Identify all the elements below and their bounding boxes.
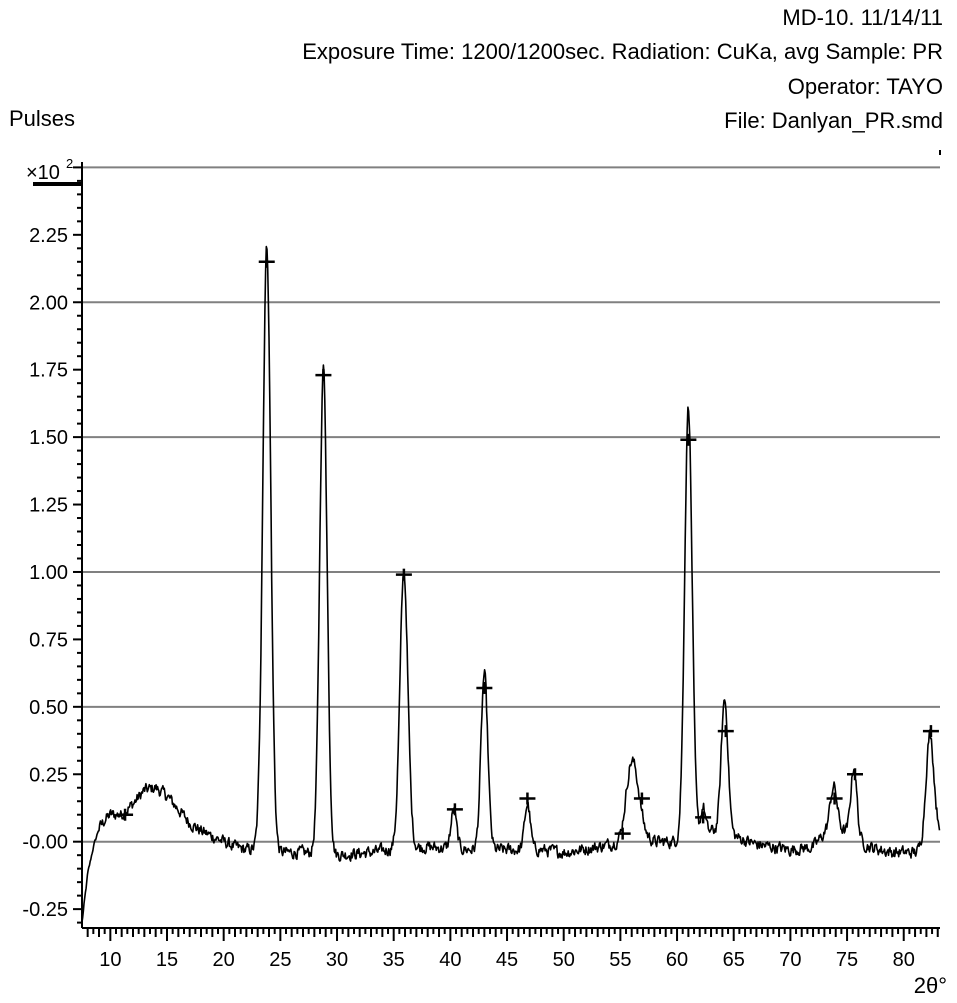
x-tick-label: 40 bbox=[439, 949, 461, 971]
x-tick-label: 30 bbox=[326, 949, 348, 971]
x-tick-label: 20 bbox=[213, 949, 235, 971]
x-tick-label: 35 bbox=[383, 949, 405, 971]
label-layer: -0.25 -0.00 0.25 0.50 0.75 1.00 1.25 1.50 1.75 2.… bbox=[22, 156, 914, 971]
peak-marker bbox=[117, 808, 134, 821]
y-tick-label: 1.75 bbox=[29, 360, 68, 382]
peak-marker bbox=[614, 827, 631, 840]
peak-marker bbox=[826, 792, 843, 805]
peak-marker bbox=[633, 792, 650, 805]
peak-marker bbox=[717, 725, 734, 738]
x-tick-label: 60 bbox=[666, 949, 688, 971]
y-tick-label: 2.25 bbox=[29, 225, 68, 247]
x-tick-label: 80 bbox=[893, 949, 915, 971]
y-axis-label: Pulses bbox=[9, 106, 76, 131]
header-file-line: File: Danlyan_PR.smd bbox=[724, 108, 943, 133]
x-tick-label: 50 bbox=[553, 949, 575, 971]
y-tick-label: -0.25 bbox=[22, 899, 68, 921]
axis-layer bbox=[33, 150, 941, 941]
peak-marker bbox=[446, 803, 463, 816]
x-tick-label: 65 bbox=[723, 949, 745, 971]
diffraction-trace bbox=[81, 245, 941, 923]
peak-marker bbox=[395, 568, 412, 581]
y-tick-label: -0.00 bbox=[22, 832, 68, 854]
header-operator-line: Operator: TAYO bbox=[787, 74, 943, 99]
x-tick-label: 55 bbox=[609, 949, 631, 971]
x-tick-label: 45 bbox=[496, 949, 518, 971]
x-tick-label: 25 bbox=[269, 949, 291, 971]
x-tick-label: 10 bbox=[99, 949, 121, 971]
marker-layer bbox=[117, 255, 939, 840]
x-axis-label: 2θ° bbox=[913, 973, 947, 998]
peak-marker bbox=[922, 725, 939, 738]
x-tick-label: 70 bbox=[779, 949, 801, 971]
y-tick-label: 0.50 bbox=[29, 697, 68, 719]
y-multiplier-exponent: 2 bbox=[66, 156, 73, 171]
y-tick-label: 1.25 bbox=[29, 495, 68, 517]
y-tick-label: 1.00 bbox=[29, 562, 68, 584]
peak-marker bbox=[476, 681, 493, 694]
x-tick-label: 15 bbox=[156, 949, 178, 971]
x-tick-label: 75 bbox=[836, 949, 858, 971]
y-tick-label: 0.75 bbox=[29, 629, 68, 651]
y-multiplier-label: ×10 bbox=[26, 162, 60, 184]
peak-marker bbox=[519, 792, 536, 805]
peak-marker bbox=[695, 811, 712, 824]
trace-layer bbox=[81, 245, 941, 923]
header-date-line: MD-10. 11/14/11 bbox=[782, 5, 943, 30]
peak-marker bbox=[258, 255, 275, 268]
y-tick-label: 2.00 bbox=[29, 292, 68, 314]
grid-layer bbox=[82, 166, 940, 843]
y-tick-label: 1.50 bbox=[29, 427, 68, 449]
y-tick-label: 0.25 bbox=[29, 764, 68, 786]
peak-marker bbox=[680, 433, 697, 446]
peak-marker bbox=[846, 768, 863, 781]
peak-marker bbox=[315, 369, 332, 382]
header-exposure-line: Exposure Time: 1200/1200sec. Radiation: … bbox=[302, 39, 943, 64]
